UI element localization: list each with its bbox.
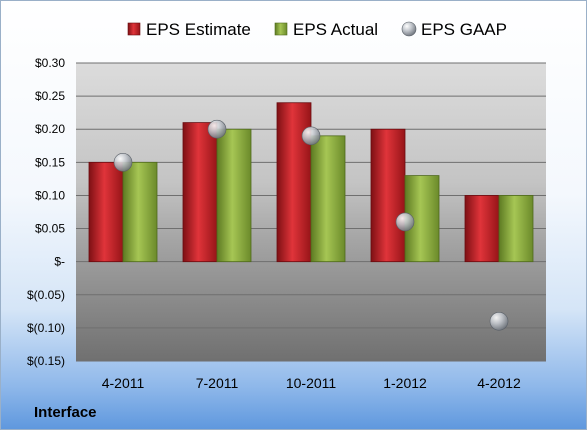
y-tick-label: $(0.15): [27, 354, 65, 368]
eps-estimate-bar: [464, 195, 500, 263]
y-tick-label: $0.15: [35, 155, 65, 169]
y-tick-label: $(0.10): [27, 321, 65, 335]
x-category-label: 4-2011: [102, 375, 145, 391]
eps-estimate-bar: [370, 128, 406, 263]
eps-gaap-marker: [395, 212, 415, 232]
y-tick-label: $-: [54, 255, 65, 269]
legend-gaap-swatch: [401, 21, 417, 37]
y-tick-label: $0.10: [35, 188, 65, 202]
eps-actual-bar: [122, 161, 158, 263]
y-tick-label: $(0.05): [27, 288, 65, 302]
company-name: Interface: [34, 404, 97, 421]
x-category-label: 4-2012: [477, 375, 521, 391]
eps-estimate-bar: [276, 102, 312, 263]
x-category-label: 10-2011: [286, 375, 337, 391]
eps-actual-bar: [498, 195, 534, 263]
legend-estimate-swatch: [127, 22, 141, 36]
eps-estimate-bar: [182, 122, 218, 263]
eps-actual-bar: [310, 135, 346, 263]
eps-gaap-marker: [113, 153, 133, 172]
legend-actual-swatch: [274, 22, 288, 36]
legend-actual-label: EPS Actual: [293, 20, 378, 39]
y-tick-label: $0.20: [35, 122, 65, 136]
legend-estimate-label: EPS Estimate: [146, 20, 251, 39]
x-category-label: 1-2012: [383, 375, 427, 391]
y-tick-label: $0.05: [35, 222, 65, 236]
eps-gaap-marker: [301, 126, 321, 146]
y-tick-label: $0.30: [35, 56, 65, 70]
x-category-label: 7-2011: [196, 375, 239, 391]
eps-estimate-bar: [88, 161, 124, 263]
eps-actual-bar: [216, 128, 252, 263]
legend-gaap-label: EPS GAAP: [421, 20, 507, 39]
y-tick-label: $0.25: [35, 89, 65, 103]
eps-gaap-marker: [489, 311, 509, 331]
eps-gaap-marker: [207, 119, 227, 139]
